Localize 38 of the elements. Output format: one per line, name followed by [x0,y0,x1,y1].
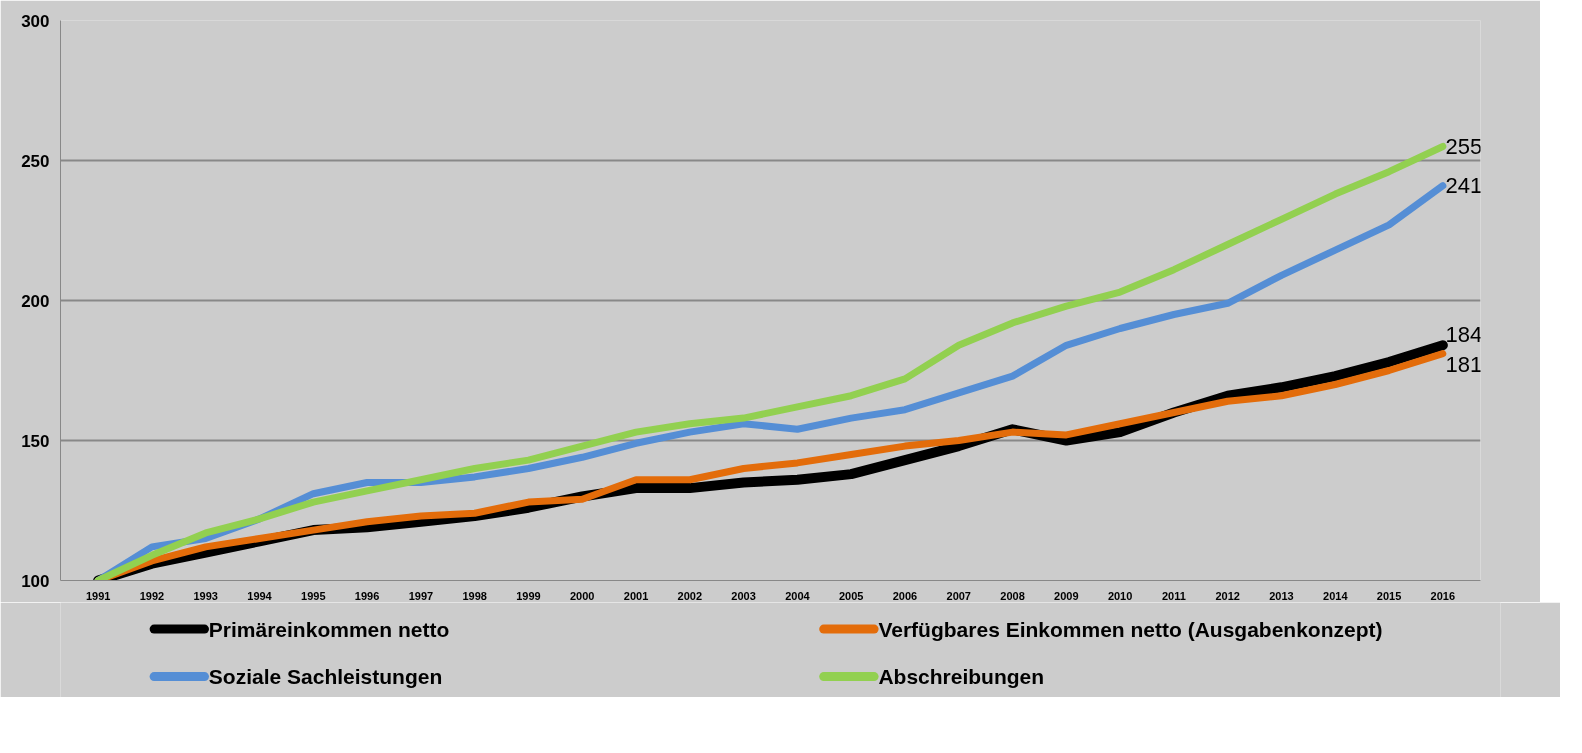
x-tick-label: 1991 [85,589,111,602]
legend-label: Verfügbares Einkommen netto (Ausgabenkonzept) [878,617,1383,641]
data-label: 255 [1445,134,1483,159]
y-tick-label: 100 [21,571,50,591]
x-tick-label: 2015 [1376,589,1402,602]
x-tick-label: 1994 [247,589,273,602]
x-tick-label: 2004 [785,589,811,602]
data-label: 241 [1445,173,1483,199]
x-tick-label: 2016 [1430,589,1456,602]
x-tick-label: 2001 [623,589,649,602]
x-tick-label: 1997 [408,589,434,602]
x-tick-label: 2011 [1161,589,1186,602]
x-tick-label: 2003 [731,589,756,602]
x-tick-label: 2002 [677,589,703,602]
x-tick-label: 1992 [139,589,165,602]
y-tick-label: 250 [21,151,50,171]
x-tick-label: 2010 [1107,589,1133,602]
x-tick-label: 2009 [1054,589,1079,602]
x-tick-label: 1995 [301,589,326,602]
x-tick-label: 2012 [1215,589,1240,602]
x-tick-label: 2005 [838,589,864,602]
x-tick-label: 1998 [462,589,487,602]
y-tick-label: 300 [21,11,50,31]
x-tick-label: 1999 [516,589,541,602]
x-tick-label: 1996 [354,589,380,602]
data-label: 181 [1445,352,1483,378]
legend-label: Abschreibungen [878,665,1045,689]
x-tick-label: 2014 [1323,589,1349,602]
x-tick-label: 2000 [570,589,595,602]
x-tick-label: 2008 [1000,589,1025,602]
y-tick-label: 200 [21,291,50,311]
y-tick-label: 150 [21,431,50,451]
x-tick-label: 2006 [892,589,918,602]
legend-label: Soziale Sachleistungen [208,665,443,689]
x-tick-label: 2013 [1269,589,1294,602]
x-tick-label: 2007 [946,589,972,602]
x-tick-label: 1993 [193,589,218,602]
legend-label: Primäreinkommen netto [208,617,450,641]
